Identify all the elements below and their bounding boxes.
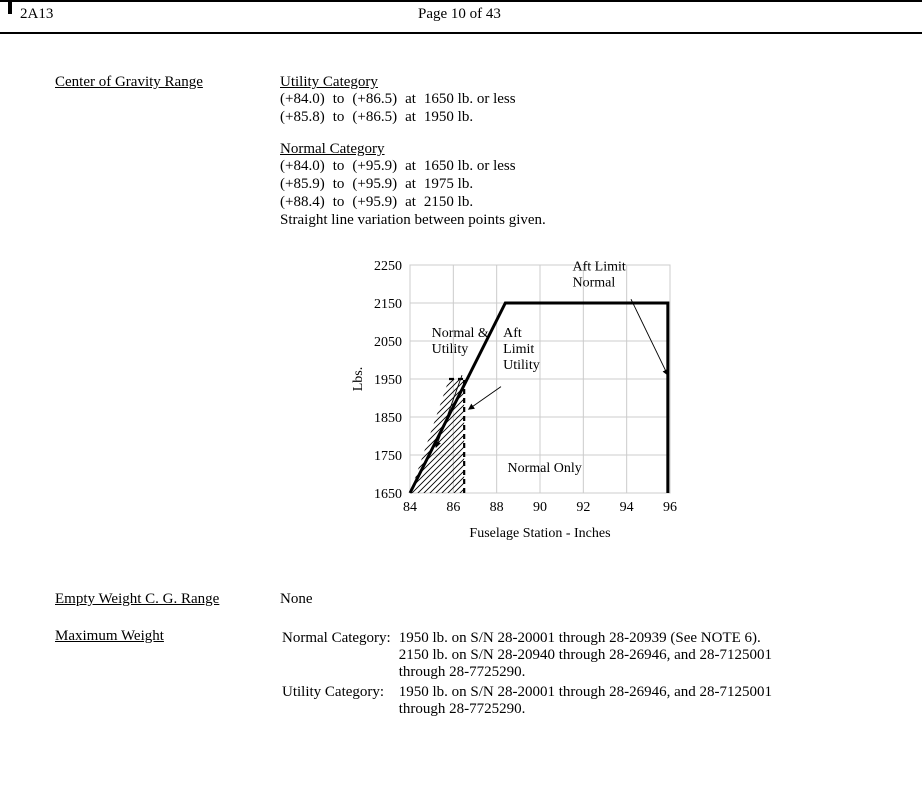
cg-from: (+84.0) [280, 158, 333, 176]
empty-wt-heading: Empty Weight C. G. Range [55, 591, 219, 607]
cg-to-word: to [333, 91, 353, 109]
svg-text:Normal &: Normal & [432, 326, 489, 341]
mw-line: through 28-7725290. [399, 664, 772, 681]
cg-at-word: at [405, 91, 424, 109]
table-row: (+85.8) to (+86.5) at 1950 lb. [280, 109, 524, 127]
cg-at-word: at [405, 194, 424, 212]
svg-text:1950: 1950 [374, 373, 402, 388]
page-content: Center of Gravity Range Utility Category… [0, 34, 922, 747]
table-row: Utility Category: 1950 lb. on S/N 28-200… [282, 684, 778, 719]
table-row: (+84.0) to (+86.5) at 1650 lb. or less [280, 91, 524, 109]
svg-text:2250: 2250 [374, 259, 402, 274]
cg-at-word: at [405, 158, 424, 176]
svg-text:92: 92 [576, 500, 590, 515]
cg-from: (+84.0) [280, 91, 333, 109]
cg-wt: 1950 lb. [424, 109, 524, 127]
mw-line: through 28-7725290. [399, 701, 772, 718]
cg-wt: 1650 lb. or less [424, 158, 524, 176]
svg-text:2050: 2050 [374, 335, 402, 350]
svg-text:86: 86 [446, 500, 460, 515]
mw-cat: Normal Category: [282, 630, 397, 682]
svg-text:88: 88 [490, 500, 504, 515]
normal-title: Normal Category [280, 141, 872, 158]
svg-text:Normal Only: Normal Only [508, 461, 582, 476]
svg-text:1750: 1750 [374, 449, 402, 464]
doc-id: 2A13 [20, 6, 53, 23]
table-row: (+84.0) to (+95.9) at 1650 lb. or less [280, 158, 524, 176]
mw-cat: Utility Category: [282, 684, 397, 719]
svg-text:Aft: Aft [503, 326, 522, 341]
svg-text:96: 96 [663, 500, 677, 515]
cg-to: (+95.9) [352, 158, 405, 176]
cg-at-word: at [405, 109, 424, 127]
cg-to: (+95.9) [352, 176, 405, 194]
cg-to-word: to [333, 176, 353, 194]
svg-text:Utility: Utility [432, 342, 469, 357]
mw-line: 2150 lb. on S/N 28-20940 through 28-2694… [399, 647, 772, 664]
max-wt-heading: Maximum Weight [55, 628, 164, 644]
cg-envelope-chart: 84 86 88 90 92 94 96 1650 1750 1850 1950 2050 2150 22… [340, 247, 872, 567]
mw-line: 1950 lb. on S/N 28-20001 through 28-2694… [399, 684, 772, 701]
svg-text:84: 84 [403, 500, 417, 515]
cg-wt: 2150 lb. [424, 194, 524, 212]
cg-note: Straight line variation between points g… [280, 212, 872, 229]
page-header: 2A13 Page 10 of 43 [0, 0, 922, 34]
cg-heading: Center of Gravity Range [55, 74, 203, 90]
cg-to-word: to [333, 158, 353, 176]
mw-line: 1950 lb. on S/N 28-20001 through 28-2093… [399, 630, 772, 647]
table-row: (+85.9) to (+95.9) at 1975 lb. [280, 176, 524, 194]
svg-text:1650: 1650 [374, 487, 402, 502]
cg-wt: 1975 lb. [424, 176, 524, 194]
cg-from: (+88.4) [280, 194, 333, 212]
svg-text:1850: 1850 [374, 411, 402, 426]
utility-table: (+84.0) to (+86.5) at 1650 lb. or less (… [280, 91, 524, 127]
svg-text:Utility: Utility [503, 358, 540, 373]
svg-text:Lbs.: Lbs. [351, 367, 366, 392]
svg-text:90: 90 [533, 500, 547, 515]
empty-wt-value: None [280, 591, 313, 607]
cg-to: (+86.5) [352, 91, 405, 109]
cg-from: (+85.9) [280, 176, 333, 194]
svg-text:Limit: Limit [503, 342, 534, 357]
page-number: Page 10 of 43 [418, 6, 501, 23]
svg-text:94: 94 [620, 500, 634, 515]
svg-text:Aft Limit: Aft Limit [573, 260, 626, 275]
cg-to: (+95.9) [352, 194, 405, 212]
table-row: (+88.4) to (+95.9) at 2150 lb. [280, 194, 524, 212]
normal-table: (+84.0) to (+95.9) at 1650 lb. or less (… [280, 158, 524, 212]
cg-from: (+85.8) [280, 109, 333, 127]
cg-to-word: to [333, 109, 353, 127]
header-tick [8, 0, 12, 14]
cg-wt: 1650 lb. or less [424, 91, 524, 109]
svg-text:2150: 2150 [374, 297, 402, 312]
max-wt-table: Normal Category: 1950 lb. on S/N 28-2000… [280, 628, 780, 721]
cg-to: (+86.5) [352, 109, 405, 127]
svg-text:Fuselage Station - Inches: Fuselage Station - Inches [469, 526, 610, 541]
cg-at-word: at [405, 176, 424, 194]
utility-title: Utility Category [280, 74, 872, 91]
svg-text:Normal: Normal [573, 276, 616, 291]
table-row: Normal Category: 1950 lb. on S/N 28-2000… [282, 630, 778, 682]
cg-to-word: to [333, 194, 353, 212]
